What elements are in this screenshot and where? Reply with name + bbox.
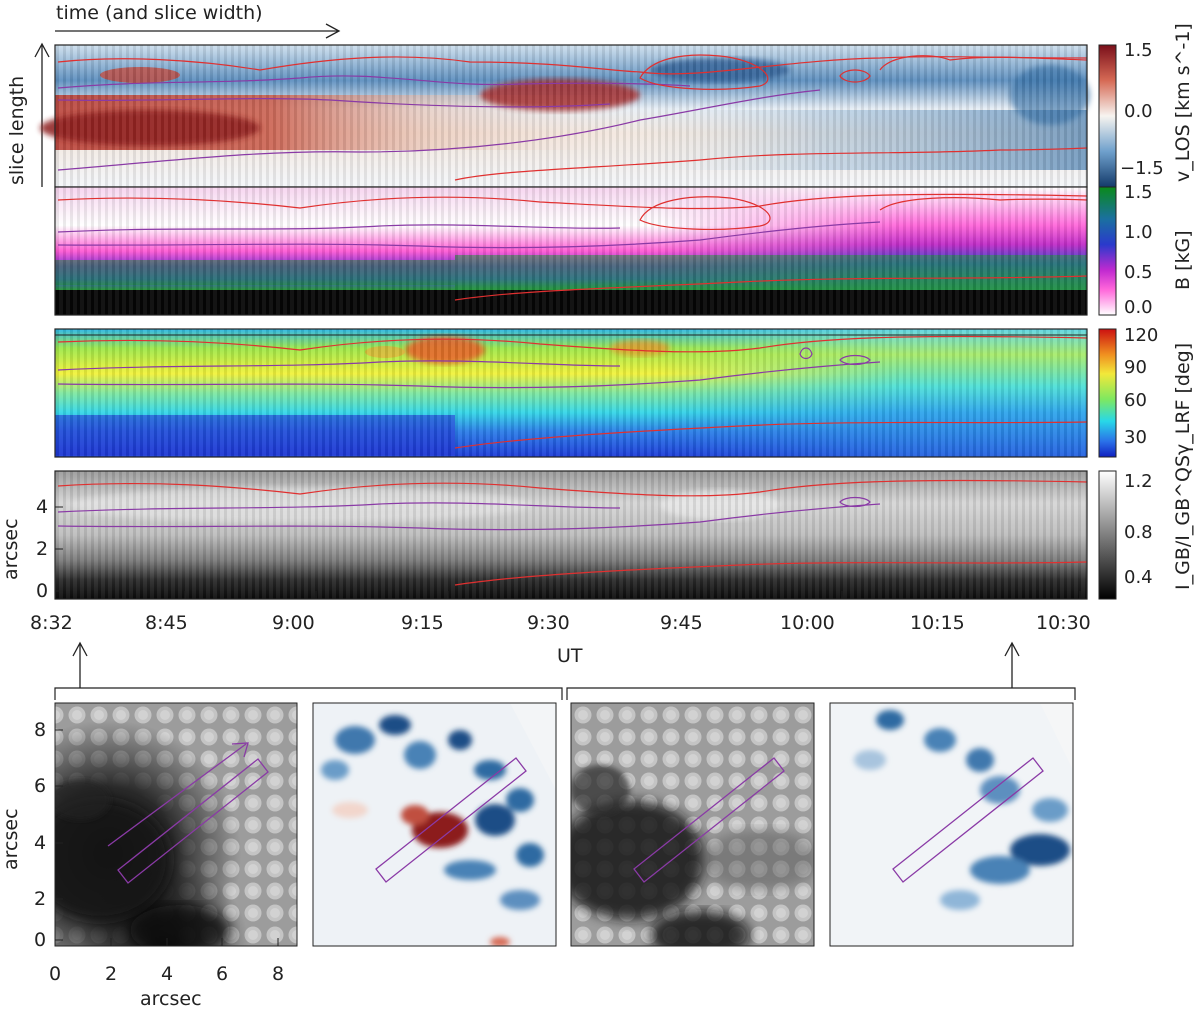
top-x-tick-2: 9:00 bbox=[272, 612, 315, 634]
top-y-tick-4: 4 bbox=[36, 496, 49, 518]
vlos-map-late bbox=[830, 703, 1073, 946]
bfield-panel bbox=[54, 186, 1088, 316]
colorbar-vlos bbox=[1098, 44, 1117, 188]
bottom-x-tick-2: 2 bbox=[105, 963, 118, 985]
time-arrow-label: time (and slice width) bbox=[56, 2, 263, 24]
time-arrow bbox=[55, 23, 341, 39]
top-x-axis-label: UT bbox=[557, 645, 583, 667]
cb-int-label: I_GB/I_GB^QS bbox=[1172, 454, 1194, 590]
map1-frame bbox=[54, 702, 298, 947]
top-x-tick-5: 9:45 bbox=[660, 612, 703, 634]
top-y-tick-0: 0 bbox=[36, 580, 49, 602]
bottom-x-tick-4: 4 bbox=[161, 963, 174, 985]
cb-vlos-label: v_LOS [km s^-1] bbox=[1172, 23, 1194, 182]
cb-b-tick-3: 0.0 bbox=[1124, 297, 1153, 318]
continuum-map-late bbox=[571, 703, 814, 946]
bottom-y-tick-4: 4 bbox=[34, 832, 47, 854]
cb-vlos-tick-bot: −1.5 bbox=[1120, 158, 1164, 179]
top-y-tick-2: 2 bbox=[36, 538, 49, 560]
colorbar-intensity bbox=[1098, 470, 1117, 600]
top-y-ticks bbox=[55, 506, 63, 592]
bottom-x-tick-6: 6 bbox=[216, 963, 229, 985]
top-x-tick-4: 9:30 bbox=[527, 612, 570, 634]
bottom-y-tick-0: 0 bbox=[34, 929, 47, 951]
colorbar-b bbox=[1098, 186, 1117, 316]
bottom-y-tick-6: 6 bbox=[34, 775, 47, 797]
bottom-y-tick-8: 8 bbox=[34, 719, 47, 741]
vlos-panel bbox=[40, 44, 1090, 188]
top-y-axis-label: arcsec bbox=[0, 518, 22, 580]
cb-int-tick-1: 0.8 bbox=[1124, 522, 1153, 543]
map3-frame bbox=[570, 702, 815, 947]
cb-b-tick-0: 1.5 bbox=[1124, 182, 1153, 203]
gamma-panel bbox=[54, 328, 1088, 458]
cb-gamma-tick-0: 120 bbox=[1124, 325, 1159, 346]
cb-gamma-tick-2: 60 bbox=[1124, 390, 1147, 411]
group-bracket-left bbox=[54, 687, 563, 700]
bottom-x-tick-0: 0 bbox=[49, 963, 62, 985]
bottom-y-tick-2: 2 bbox=[34, 888, 47, 910]
cb-gamma-tick-1: 90 bbox=[1124, 357, 1147, 378]
top-x-tick-3: 9:15 bbox=[401, 612, 444, 634]
bottom-y-axis-label: arcsec bbox=[0, 808, 22, 870]
cb-int-tick-0: 1.2 bbox=[1124, 471, 1153, 492]
intensity-panel bbox=[54, 470, 1088, 600]
map2-frame bbox=[312, 702, 557, 947]
top-x-tick-0: 8:32 bbox=[30, 612, 73, 634]
slice-length-label: slice length bbox=[6, 75, 28, 185]
bottom-x-tick-8: 8 bbox=[272, 963, 285, 985]
top-x-tick-7: 10:15 bbox=[910, 612, 965, 634]
bottom-ticks bbox=[54, 729, 279, 946]
cb-b-label: B [kG] bbox=[1172, 230, 1194, 290]
top-x-tick-1: 8:45 bbox=[145, 612, 188, 634]
cb-b-tick-2: 0.5 bbox=[1124, 262, 1153, 283]
link-arrow-right bbox=[1004, 641, 1020, 688]
cb-gamma-tick-3: 30 bbox=[1124, 427, 1147, 448]
cb-vlos-tick-top: 1.5 bbox=[1124, 40, 1153, 61]
cb-int-tick-2: 0.4 bbox=[1124, 567, 1153, 588]
colorbar-gamma bbox=[1098, 328, 1117, 458]
bottom-x-axis-label: arcsec bbox=[140, 988, 202, 1010]
cb-vlos-tick-mid: 0.0 bbox=[1124, 101, 1153, 122]
group-bracket-right bbox=[566, 687, 1076, 700]
link-arrow-left bbox=[72, 641, 88, 688]
top-x-tick-6: 10:00 bbox=[780, 612, 835, 634]
slice-length-arrow bbox=[34, 42, 50, 187]
cb-b-tick-1: 1.0 bbox=[1124, 222, 1153, 243]
top-x-tick-8: 10:30 bbox=[1036, 612, 1091, 634]
continuum-map-early bbox=[55, 703, 297, 946]
vlos-map-early bbox=[313, 703, 556, 946]
cb-gamma-label: γ_LRF [deg] bbox=[1172, 342, 1194, 455]
map4-frame bbox=[829, 702, 1074, 947]
top-x-ticks bbox=[54, 591, 1081, 599]
